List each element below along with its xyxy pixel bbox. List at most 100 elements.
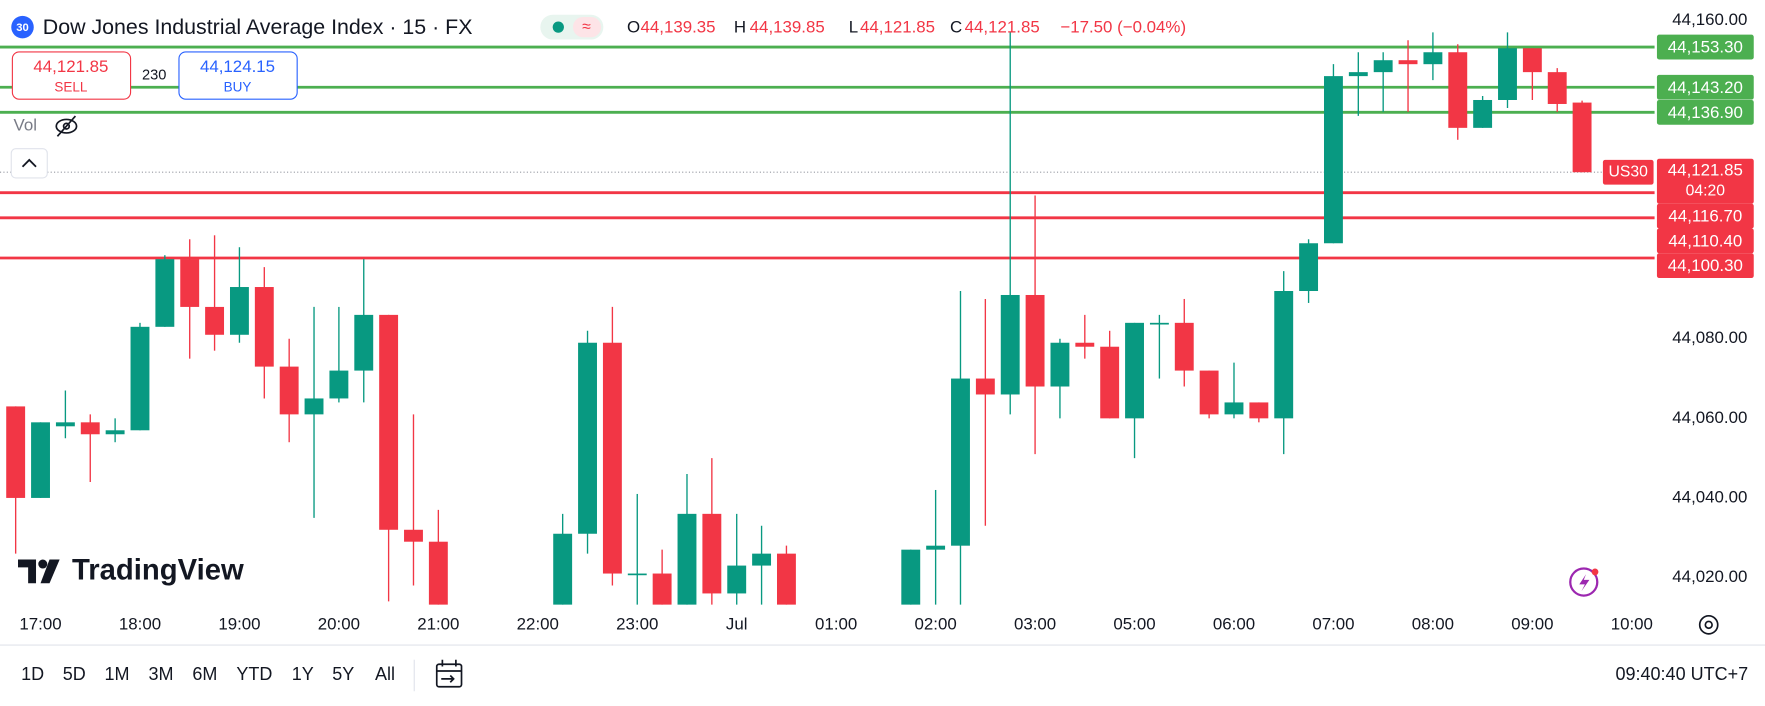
candle-body[interactable] (1348, 72, 1368, 77)
symbol-title[interactable]: Dow Jones Industrial Average Index · 15 … (43, 15, 473, 39)
range-button[interactable]: 3M (148, 664, 173, 684)
candle-body[interactable] (379, 314, 399, 530)
candle-body[interactable] (105, 430, 125, 435)
range-button[interactable]: 5Y (332, 664, 354, 684)
candle-body[interactable] (578, 342, 597, 534)
candle-body[interactable] (1522, 48, 1542, 73)
candle-body[interactable] (1373, 60, 1393, 73)
market-open-dot (552, 21, 564, 33)
range-button[interactable]: 1M (105, 664, 130, 684)
candle-body[interactable] (1498, 48, 1517, 100)
candle-body[interactable] (428, 541, 448, 618)
candle-body[interactable] (55, 422, 75, 427)
range-button[interactable]: YTD (236, 664, 272, 684)
candle-body[interactable] (752, 553, 772, 566)
settings-icon[interactable] (1698, 614, 1719, 635)
candle-body[interactable] (155, 259, 175, 327)
sell-price: 44,121.85 (33, 57, 108, 76)
candle-body[interactable] (1274, 291, 1294, 419)
range-button[interactable]: 1Y (292, 664, 314, 684)
candle-body[interactable] (354, 314, 374, 371)
candle-body[interactable] (553, 533, 573, 618)
level-price-label: 44,110.40 (1668, 231, 1742, 250)
range-button[interactable]: 1D (21, 664, 44, 684)
candle-body[interactable] (1050, 342, 1070, 387)
bar-countdown: 04:20 (1686, 183, 1726, 200)
candle-body[interactable] (80, 422, 100, 435)
candle-body[interactable] (1448, 52, 1468, 128)
level-price-box (1656, 253, 1754, 279)
candle-body[interactable] (1572, 102, 1592, 173)
candle-body[interactable] (901, 549, 921, 610)
alert-icon[interactable] (1569, 567, 1599, 597)
x-tick-label: 21:00 (417, 614, 459, 633)
candle-body[interactable] (1100, 346, 1120, 419)
lightning (1579, 574, 1590, 592)
x-tick-label: 01:00 (815, 614, 857, 633)
candle-body[interactable] (627, 573, 647, 576)
symbol-badge[interactable] (11, 15, 34, 39)
date-range-icon[interactable] (435, 659, 463, 688)
y-tick-label: 44,040.00 (1672, 487, 1747, 506)
plot-area (0, 32, 1655, 618)
candle-body[interactable] (279, 366, 299, 415)
candle-body[interactable] (951, 378, 970, 546)
symbol-tag-label: US30 (1609, 163, 1649, 180)
range-button[interactable]: 5D (63, 664, 86, 684)
range-button[interactable]: All (375, 664, 395, 684)
candle-body[interactable] (677, 513, 697, 610)
sell-button[interactable] (11, 51, 132, 100)
candle-body[interactable] (229, 287, 249, 335)
x-tick-label: 08:00 (1412, 614, 1454, 633)
candle-body[interactable] (6, 406, 26, 498)
candle-body[interactable] (1149, 322, 1169, 325)
candle-body[interactable] (1025, 294, 1045, 387)
clock[interactable]: 09:40:40 UTC+7 (1616, 664, 1749, 684)
candle-body[interactable] (130, 326, 150, 431)
candle-body[interactable] (727, 565, 747, 594)
candle-body[interactable] (1199, 370, 1219, 415)
candle-body[interactable] (304, 398, 324, 415)
range-button[interactable]: 6M (192, 664, 217, 684)
candle-body[interactable] (776, 553, 796, 610)
candle-body[interactable] (1249, 402, 1269, 419)
ohlc-key: H (734, 18, 746, 37)
overlay: 30 Dow Jones Industrial Average Index · … (0, 10, 1765, 692)
candle-body[interactable] (1125, 322, 1144, 419)
candle-body[interactable] (329, 370, 349, 399)
ohlc-value: 44,121.85 (965, 18, 1040, 37)
collapse-button[interactable] (10, 148, 48, 179)
candle-body[interactable] (1423, 52, 1443, 65)
candle-body[interactable] (1224, 402, 1244, 415)
candle-body[interactable] (1174, 322, 1194, 371)
sell-label: SELL (54, 79, 88, 94)
candle-body[interactable] (652, 573, 672, 610)
x-tick-label: Jul (726, 614, 748, 633)
x-tick-label: 22:00 (517, 614, 559, 633)
candle-body[interactable] (1299, 243, 1319, 292)
candle-body[interactable] (975, 378, 995, 395)
candle-body[interactable] (254, 287, 274, 367)
level-price-box (1656, 203, 1754, 229)
last-price-box (1656, 158, 1754, 204)
candle-body[interactable] (702, 513, 722, 594)
buy-button[interactable] (178, 51, 298, 100)
candle-body[interactable] (31, 422, 50, 498)
candle-body[interactable] (1075, 342, 1095, 347)
x-tick-label: 18:00 (119, 614, 161, 633)
candle-body[interactable] (1323, 76, 1343, 244)
candle-body[interactable] (180, 259, 200, 307)
spread: 230 (142, 67, 166, 83)
hide-volume-icon[interactable] (55, 115, 78, 137)
candle-body[interactable] (1473, 99, 1493, 128)
candle-body[interactable] (602, 342, 622, 574)
candle-body[interactable] (1547, 72, 1567, 104)
candle-body[interactable] (926, 545, 946, 550)
y-tick-label: 44,160.00 (1672, 10, 1747, 29)
candle-body[interactable] (1398, 60, 1418, 65)
candle-body[interactable] (404, 529, 423, 542)
candle-body[interactable] (205, 306, 225, 335)
candle-body[interactable] (1000, 294, 1020, 395)
ohlc-value: 44,139.35 (640, 18, 715, 37)
